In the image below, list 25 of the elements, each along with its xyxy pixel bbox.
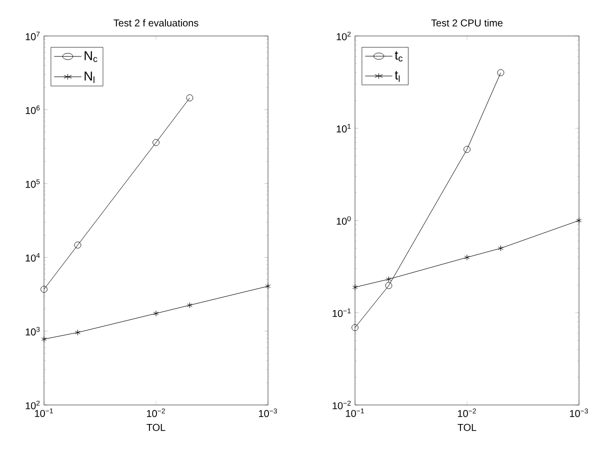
y-tick-label: 10$^{5}$: [26, 179, 40, 188]
legend-label: t$_{c}$: [394, 51, 403, 62]
y-tick-label: 10$^{−2}$: [332, 400, 351, 410]
y-tick-label: 10$^{7}$: [26, 32, 40, 40]
legend-label: N$_{l}$: [84, 72, 94, 83]
legend-label: N$_{c}$: [84, 51, 98, 62]
chart-title: Test 2 f evaluations: [114, 19, 198, 26]
y-tick-label: 10$^{−1}$: [332, 308, 351, 317]
y-tick-label: 10$^{1}$: [336, 124, 351, 132]
x-tick-label: 10$^{−2}$: [458, 408, 476, 418]
y-tick-label: 10$^{2}$: [336, 32, 351, 40]
x-axis-title: TOL: [458, 424, 476, 431]
x-tick-label: 10$^{−3}$: [259, 408, 277, 418]
y-tick-label: 10$^{2}$: [26, 400, 40, 410]
y-tick-label: 10$^{0}$: [336, 216, 351, 225]
chart-title: Test 2 CPU time: [431, 19, 503, 26]
y-tick-label: 10$^{6}$: [26, 106, 40, 114]
x-tick-label: 10$^{−1}$: [35, 408, 53, 418]
x-tick-label: 10$^{−1}$: [346, 408, 364, 418]
x-axis-title: TOL: [146, 424, 166, 431]
x-tick-label: 10$^{−2}$: [147, 408, 165, 418]
y-tick-label: 10$^{4}$: [26, 253, 40, 262]
legend-label: t$_{l}$: [394, 71, 400, 82]
x-tick-label: 10$^{−3}$: [570, 408, 588, 418]
y-tick-label: 10$^{3}$: [26, 326, 40, 336]
